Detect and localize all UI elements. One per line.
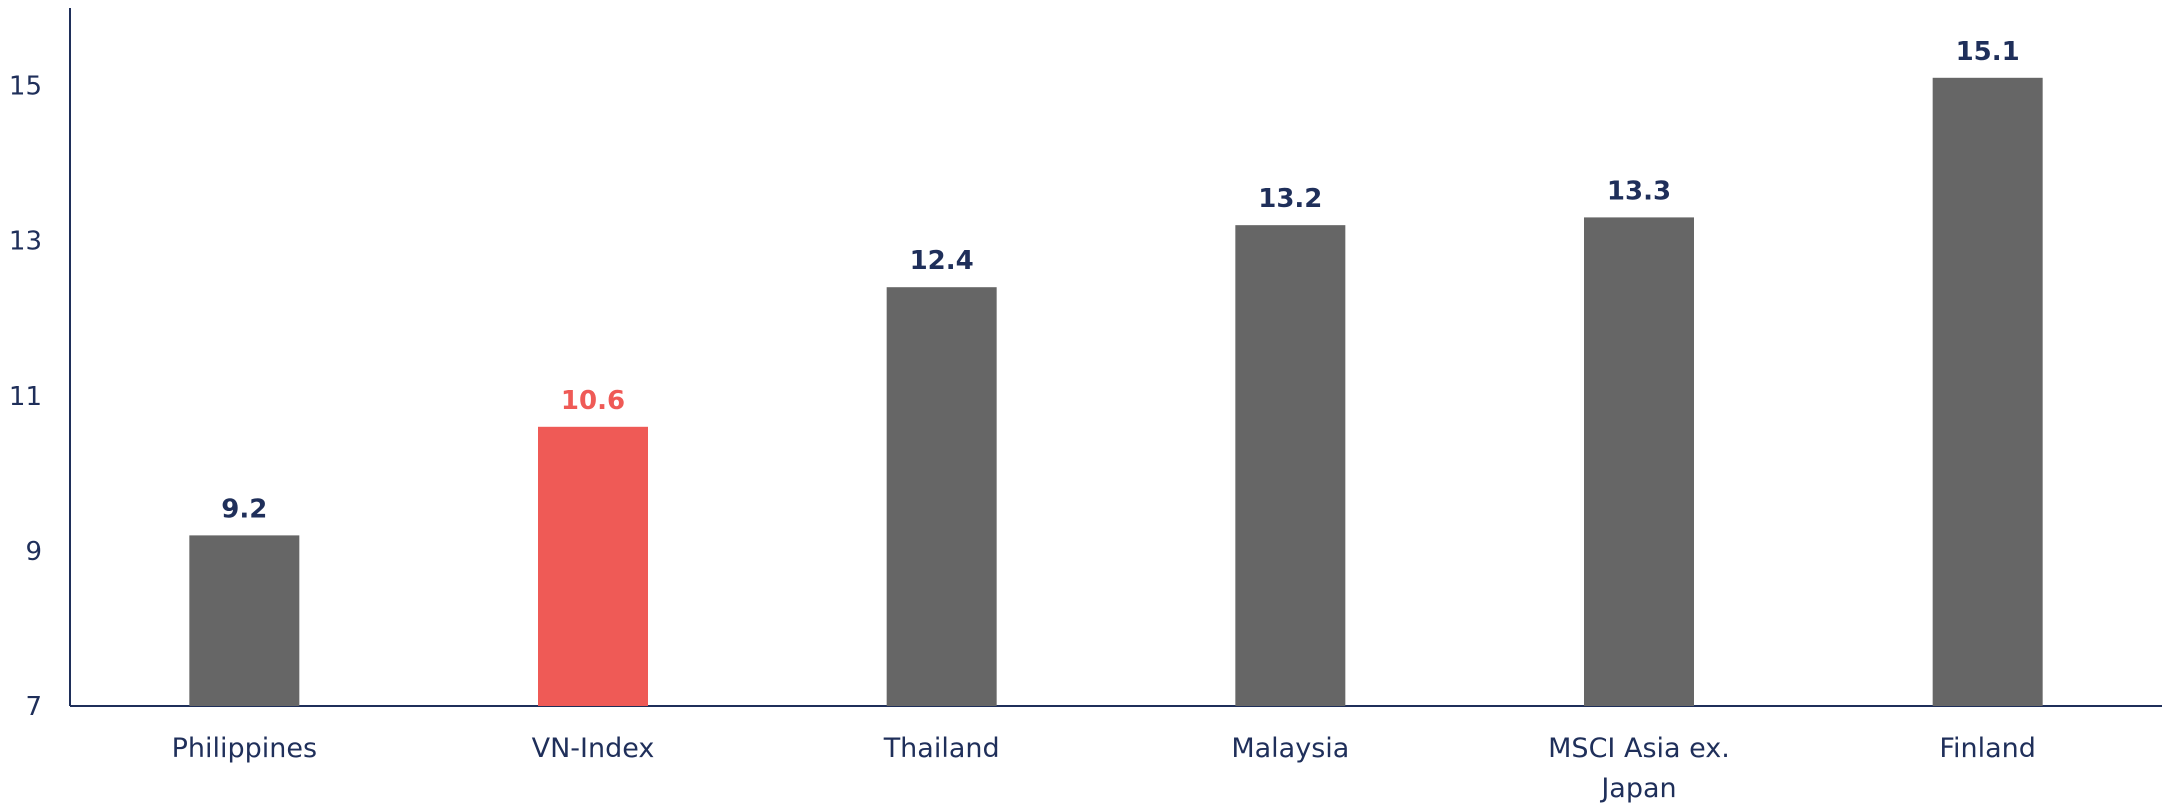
y-tick-label: 13 — [9, 227, 42, 257]
y-axis: 7 9 11 13 15 — [9, 8, 71, 722]
data-label: 13.2 — [1258, 184, 1322, 214]
x-tick-label-line: Japan — [1599, 773, 1676, 804]
data-label: 13.3 — [1607, 176, 1671, 206]
x-tick-label: Finland — [1939, 733, 2035, 764]
x-tick-label-line: MSCI Asia ex. — [1548, 733, 1730, 764]
x-tick-label: Malaysia — [1231, 733, 1349, 764]
data-label: 15.1 — [1956, 37, 2020, 67]
data-label: 9.2 — [221, 494, 267, 524]
value-labels: 9.2 10.6 12.4 13.2 13.3 15.1 — [221, 37, 2019, 525]
x-tick-label: MSCI Asia ex. Japan — [1548, 733, 1730, 804]
y-tick-label: 7 — [25, 692, 42, 722]
x-tick-label: Philippines — [172, 733, 317, 764]
category-labels: Philippines VN-Index Thailand Malaysia MSCI … — [172, 733, 2036, 804]
x-tick-label-line: Finland — [1939, 733, 2035, 764]
x-tick-label: VN-Index — [532, 733, 655, 764]
x-tick-label-line: Malaysia — [1231, 733, 1349, 764]
bar — [1584, 217, 1694, 706]
data-label: 10.6 — [561, 386, 625, 416]
y-tick-label: 15 — [9, 72, 42, 102]
x-tick-label-line: VN-Index — [532, 733, 655, 764]
bar — [886, 287, 997, 706]
data-label: 12.4 — [910, 246, 974, 276]
x-tick-label-line: Philippines — [172, 733, 317, 764]
y-tick-label: 9 — [25, 537, 42, 567]
bars — [189, 77, 2043, 707]
bar — [189, 535, 300, 706]
x-tick-label-line: Thailand — [883, 733, 1000, 764]
y-tick-label: 11 — [9, 382, 42, 412]
bar — [1235, 225, 1346, 706]
x-tick-label: Thailand — [883, 733, 1000, 764]
bar — [1932, 77, 2043, 707]
bar — [538, 426, 648, 706]
